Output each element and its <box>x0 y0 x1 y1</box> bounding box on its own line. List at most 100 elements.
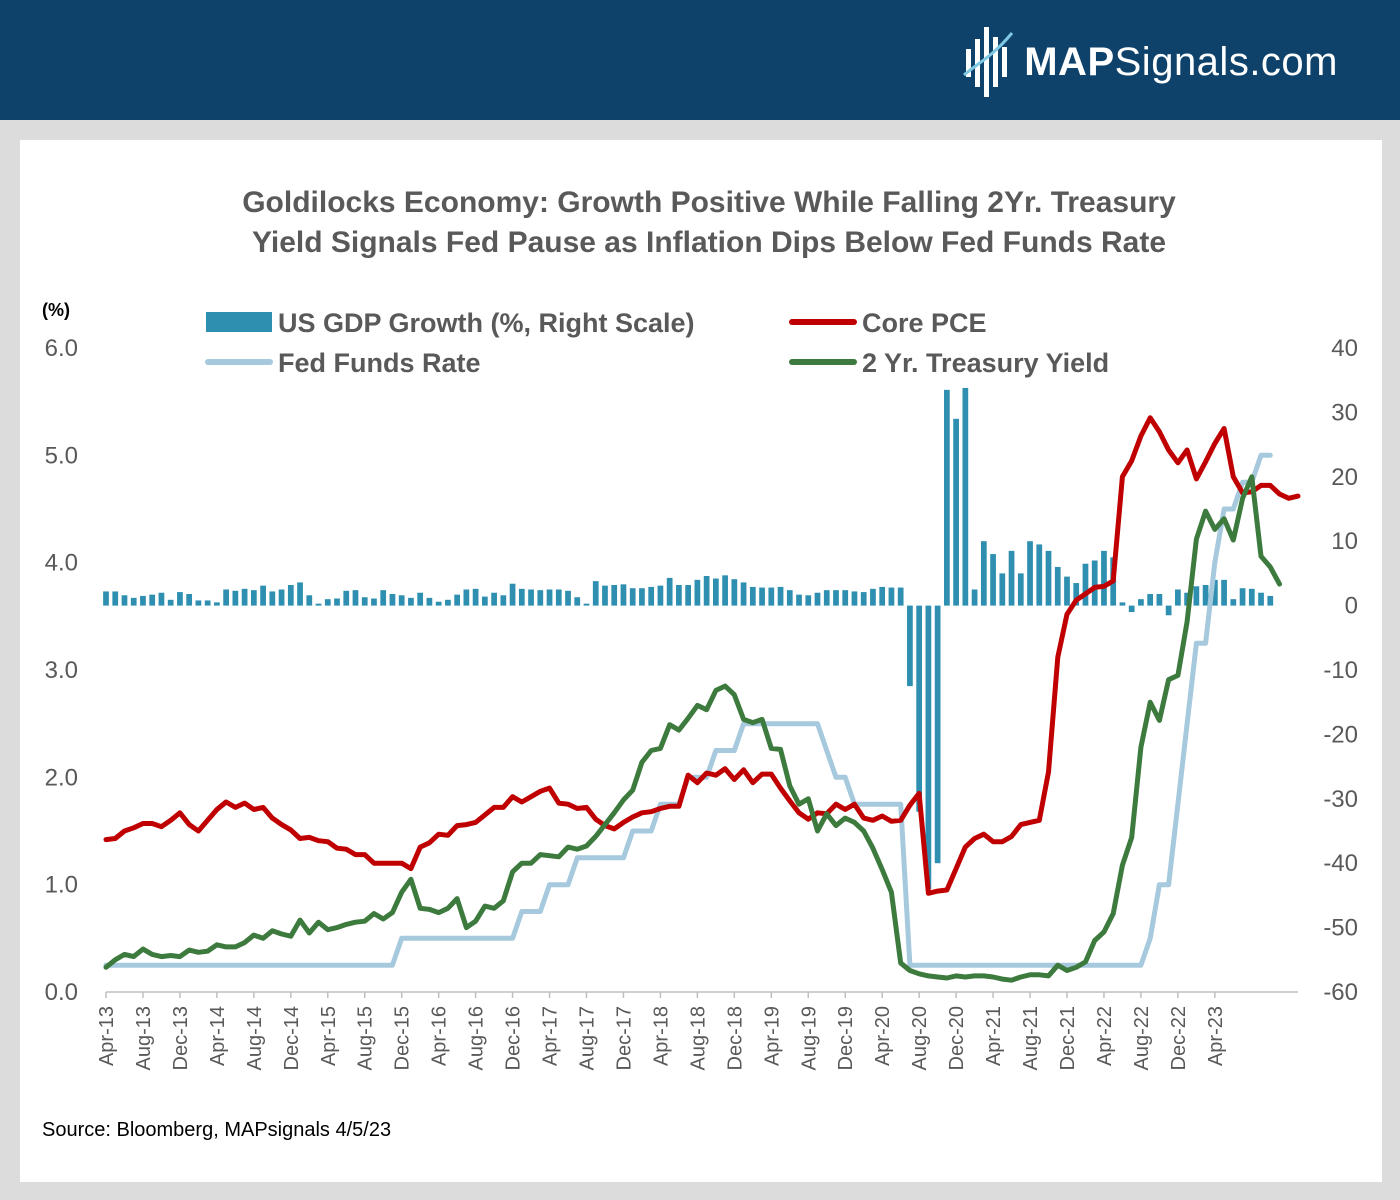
logo-text: MAPSignals.com <box>1024 39 1338 84</box>
gdp-bar <box>463 589 470 606</box>
gdp-bar <box>371 598 377 606</box>
right-tick-label: 30 <box>1331 399 1358 426</box>
gdp-bar <box>1008 550 1015 606</box>
gdp-bar <box>555 589 562 606</box>
right-tick-label: -50 <box>1323 915 1358 942</box>
right-tick-label: -10 <box>1323 657 1358 684</box>
gdp-bar <box>1211 579 1218 606</box>
gdp-bar <box>583 603 590 606</box>
x-tick-label: Dec-17 <box>613 1006 635 1070</box>
gdp-bar <box>1082 563 1089 606</box>
core-pce-line <box>103 415 1301 896</box>
gdp-bar <box>851 591 858 606</box>
legend-label: Fed Funds Rate <box>278 348 481 378</box>
gdp-bar <box>897 587 904 606</box>
gdp-bar <box>1165 605 1172 616</box>
gdp-bar <box>666 577 673 606</box>
gdp-bar <box>186 594 193 606</box>
right-tick-label: 20 <box>1331 464 1358 491</box>
gdp-bar <box>398 595 405 606</box>
x-tick-label: Dec-20 <box>946 1006 968 1070</box>
x-tick-label: Aug-19 <box>798 1006 820 1071</box>
x-tick-label: Dec-16 <box>503 1006 525 1070</box>
gdp-bar <box>324 599 331 606</box>
gdp-bar <box>297 582 303 606</box>
gdp-bar <box>269 591 276 606</box>
gdp-bar <box>343 590 350 606</box>
gdp-bar <box>361 597 368 606</box>
gdp-bar <box>620 584 627 606</box>
gdp-bar <box>1054 566 1061 606</box>
gdp-bar <box>177 592 183 606</box>
gdp-bar <box>241 588 248 606</box>
x-tick-label: Aug-17 <box>576 1006 598 1071</box>
gdp-bar <box>546 589 553 606</box>
gdp-bar <box>204 600 211 606</box>
gdp-bar <box>944 389 950 606</box>
gdp-bar <box>1156 594 1163 606</box>
gdp-bar <box>140 595 146 606</box>
gdp-bar <box>232 590 239 606</box>
right-tick-label: -40 <box>1323 850 1358 877</box>
gdp-bar <box>888 587 895 606</box>
right-axis: -60 -50 -40 -30 -20 -10 0 10 20 30 40 <box>1323 335 1358 1006</box>
gdp-bar <box>223 589 229 606</box>
gdp-bar <box>694 579 701 606</box>
gdp-bar <box>703 575 710 606</box>
gdp-bar <box>1091 560 1098 606</box>
gdp-bar <box>1027 541 1033 606</box>
gdp-bar <box>676 584 682 606</box>
gdp-bar <box>759 587 765 606</box>
x-tick-label: Apr-18 <box>650 1006 672 1066</box>
x-tick-label: Dec-18 <box>724 1006 746 1070</box>
gdp-bar <box>278 589 285 606</box>
gdp-bar <box>1239 588 1246 606</box>
gdp-bar <box>537 590 544 606</box>
gdp-bar <box>214 602 220 606</box>
gdp-bar <box>722 575 728 606</box>
gdp-bar <box>334 598 340 606</box>
x-tick-label: Aug-13 <box>133 1006 155 1071</box>
gdp-bar <box>611 584 618 606</box>
gdp-bar <box>786 590 793 606</box>
logo-mark-icon <box>963 27 1014 97</box>
left-tick-label: 2.0 <box>45 764 78 791</box>
chart-svg: Goldilocks Economy: Growth Positive Whil… <box>42 186 1358 1141</box>
gdp-bar <box>500 595 507 606</box>
gdp-bar <box>842 590 849 606</box>
x-tick-label: Aug-20 <box>909 1006 931 1071</box>
gdp-bar <box>167 599 174 606</box>
gdp-bar <box>1036 544 1043 606</box>
mapsignals-logo[interactable]: MAPSignals.com <box>962 22 1338 102</box>
gdp-bar <box>629 588 636 606</box>
gdp-bar <box>934 605 941 864</box>
x-tick-label: Apr-19 <box>761 1006 783 1066</box>
chart-title-line1: Goldilocks Economy: Growth Positive Whil… <box>242 186 1176 219</box>
x-tick-label: Aug-15 <box>355 1006 377 1071</box>
gdp-bar <box>823 590 830 606</box>
x-tick-label: Dec-22 <box>1168 1006 1190 1070</box>
gdp-bar <box>1017 573 1024 606</box>
gdp-bar <box>491 592 497 606</box>
gdp-bar <box>712 578 719 606</box>
left-tick-label: 4.0 <box>45 550 78 577</box>
header-banner: MAPSignals.com <box>0 0 1400 120</box>
x-tick-label: Dec-14 <box>281 1006 303 1070</box>
gdp-bar <box>648 586 655 606</box>
right-tick-label: -20 <box>1323 721 1358 748</box>
x-tick-label: Apr-23 <box>1205 1006 1227 1066</box>
gdp-bar <box>1147 594 1154 606</box>
left-tick-label: 6.0 <box>45 335 78 362</box>
gdp-bar <box>685 584 692 606</box>
x-tick-label: Apr-14 <box>207 1006 229 1066</box>
gdp-bar <box>158 592 165 606</box>
gdp-bar <box>602 585 608 606</box>
gdp-bar <box>916 605 923 812</box>
legend-swatch <box>206 312 272 332</box>
gdp-bar <box>1248 588 1255 606</box>
gdp-bar <box>1073 583 1080 606</box>
x-tick-label: Dec-15 <box>392 1006 414 1070</box>
series-lines <box>103 415 1301 983</box>
x-tick-label: Apr-15 <box>318 1006 340 1066</box>
gdp-bar <box>657 585 664 606</box>
